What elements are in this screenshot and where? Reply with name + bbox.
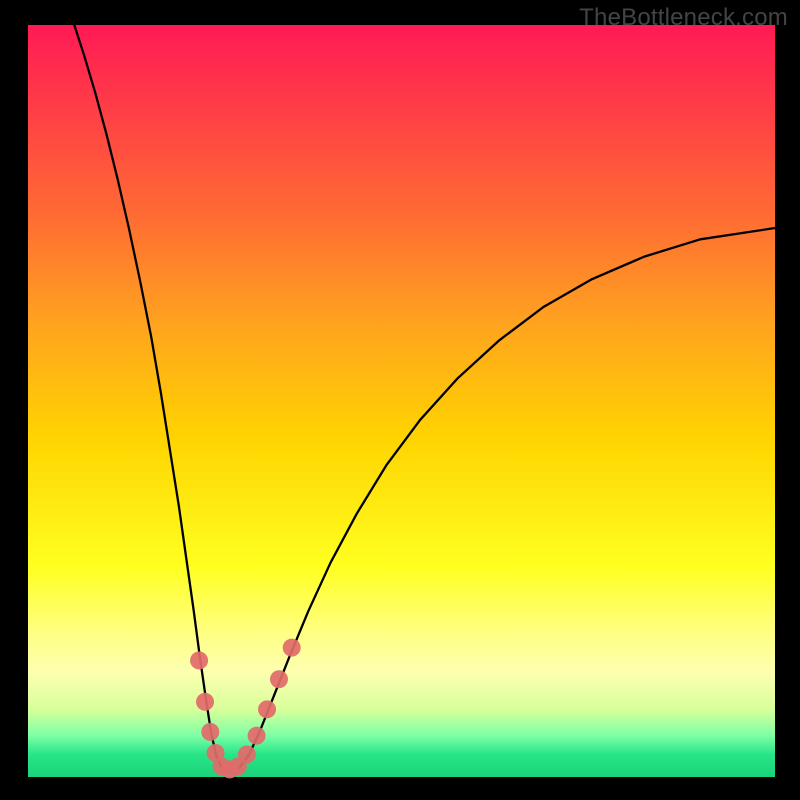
valley-marker [270,670,288,688]
valley-marker [201,723,219,741]
valley-marker [196,693,214,711]
plot-background [28,25,775,777]
valley-marker [258,700,276,718]
chart-root: TheBottleneck.com [0,0,800,800]
valley-marker [248,727,266,745]
valley-marker [283,639,301,657]
valley-marker [238,745,256,763]
valley-marker [190,651,208,669]
bottleneck-chart [0,0,800,800]
watermark-text: TheBottleneck.com [579,4,788,32]
